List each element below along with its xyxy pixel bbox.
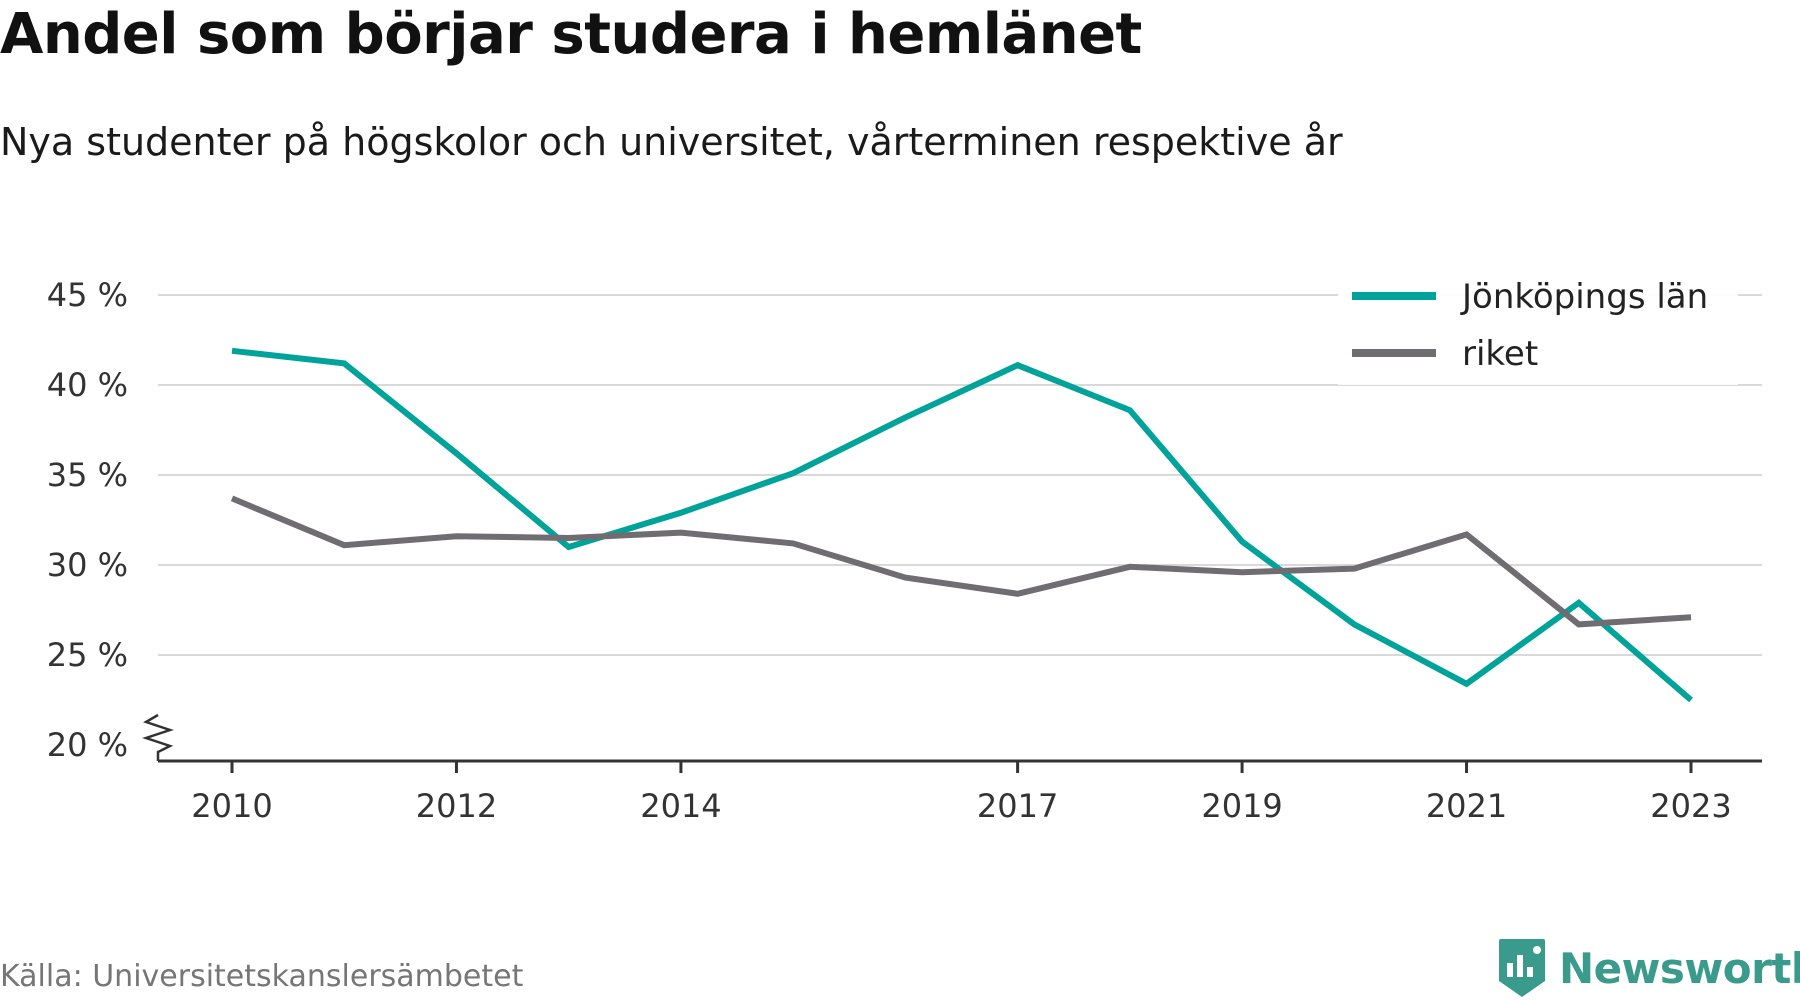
chart-subtitle: Nya studenter på högskolor och universit…: [0, 120, 1343, 164]
x-tick-label: 2012: [416, 787, 497, 825]
brand-name: Newsworthy: [1559, 943, 1800, 993]
axis-break-icon: [142, 713, 174, 761]
source-note: Källa: Universitetskanslersämbetet: [0, 959, 524, 994]
brand-logo: Newsworthy: [1497, 936, 1800, 1000]
y-tick-label: 40 %: [47, 366, 128, 404]
y-tick-label: 25 %: [47, 636, 128, 674]
series-line-jönköpings-län: [231, 347, 1693, 703]
series-lines: [230, 347, 1693, 703]
y-tick-label: 45 %: [47, 276, 128, 314]
x-tick-label: 2017: [977, 787, 1058, 825]
legend-background: [1338, 270, 1738, 385]
y-tick-label: 20 %: [47, 726, 128, 764]
x-tick-label: 2014: [640, 787, 721, 825]
legend-label: Jönköpings län: [1460, 277, 1708, 317]
x-tick-label: 2021: [1426, 787, 1507, 825]
legend: Jönköpings län riket: [1352, 277, 1708, 374]
chart-title: Andel som börjar studera i hemlänet: [0, 2, 1142, 67]
legend-box: [1338, 270, 1738, 385]
y-axis-ticks: 20 % 25 % 30 % 35 % 40 % 45 %: [47, 276, 174, 764]
x-axis: 2010 2012 2014 2017 2019 2021 2023: [158, 759, 1762, 825]
x-tick-label: 2010: [191, 787, 272, 825]
series-line-riket: [230, 495, 1692, 628]
x-tick-label: 2023: [1650, 787, 1731, 825]
legend-label: riket: [1462, 334, 1538, 374]
newsworthy-logo-icon: [1499, 939, 1545, 997]
x-tick-label: 2019: [1201, 787, 1282, 825]
y-tick-label: 30 %: [47, 546, 128, 584]
y-tick-label: 35 %: [47, 456, 128, 494]
